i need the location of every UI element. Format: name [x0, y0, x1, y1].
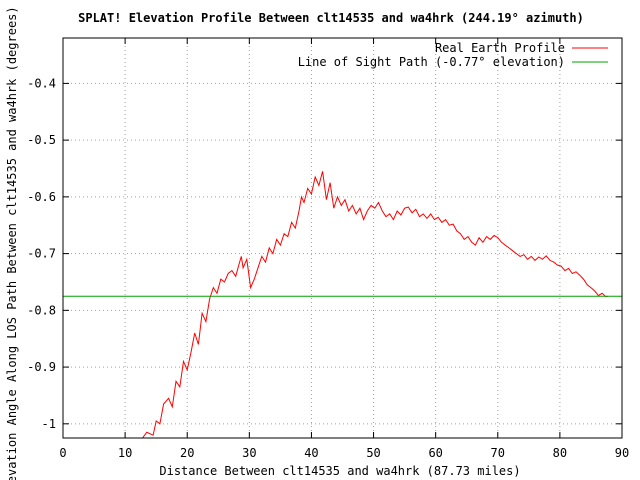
legend-label-line-of-sight: Line of Sight Path (-0.77° elevation) — [298, 55, 565, 69]
x-tick-label: 20 — [180, 446, 194, 460]
grid — [63, 38, 622, 438]
y-tick-label: -1 — [42, 417, 56, 431]
x-tick-label: 70 — [491, 446, 505, 460]
x-tick-label: 40 — [304, 446, 318, 460]
y-tick-label: -0.5 — [27, 133, 56, 147]
y-tick-label: -0.8 — [27, 303, 56, 317]
y-tick-label: -0.7 — [27, 247, 56, 261]
y-tick-label: -0.4 — [27, 76, 56, 90]
x-tick-label: 0 — [59, 446, 66, 460]
y-axis-label: Elevation Angle Along LOS Path Between c… — [5, 6, 19, 480]
x-tick-label: 30 — [242, 446, 256, 460]
legend: Real Earth Profile Line of Sight Path (-… — [298, 41, 608, 69]
x-tick-label: 50 — [366, 446, 380, 460]
real-earth-profile-line — [142, 171, 609, 439]
x-tick-label: 90 — [615, 446, 629, 460]
plot-frame — [62, 37, 623, 439]
axis-ticks: 0 10 20 30 40 50 60 70 80 90 -0.4 -0.5 -0.6 -0.7 -0.8 -… — [27, 38, 629, 460]
legend-label-real-earth: Real Earth Profile — [435, 41, 565, 55]
x-tick-label: 60 — [428, 446, 442, 460]
chart-title: SPLAT! Elevation Profile Between clt1453… — [78, 11, 584, 25]
y-tick-label: -0.9 — [27, 360, 56, 374]
x-tick-label: 80 — [553, 446, 567, 460]
y-tick-label: -0.6 — [27, 190, 56, 204]
x-tick-label: 10 — [118, 446, 132, 460]
series-lines — [63, 171, 622, 439]
x-axis-label: Distance Between clt14535 and wa4hrk (87… — [159, 464, 520, 478]
